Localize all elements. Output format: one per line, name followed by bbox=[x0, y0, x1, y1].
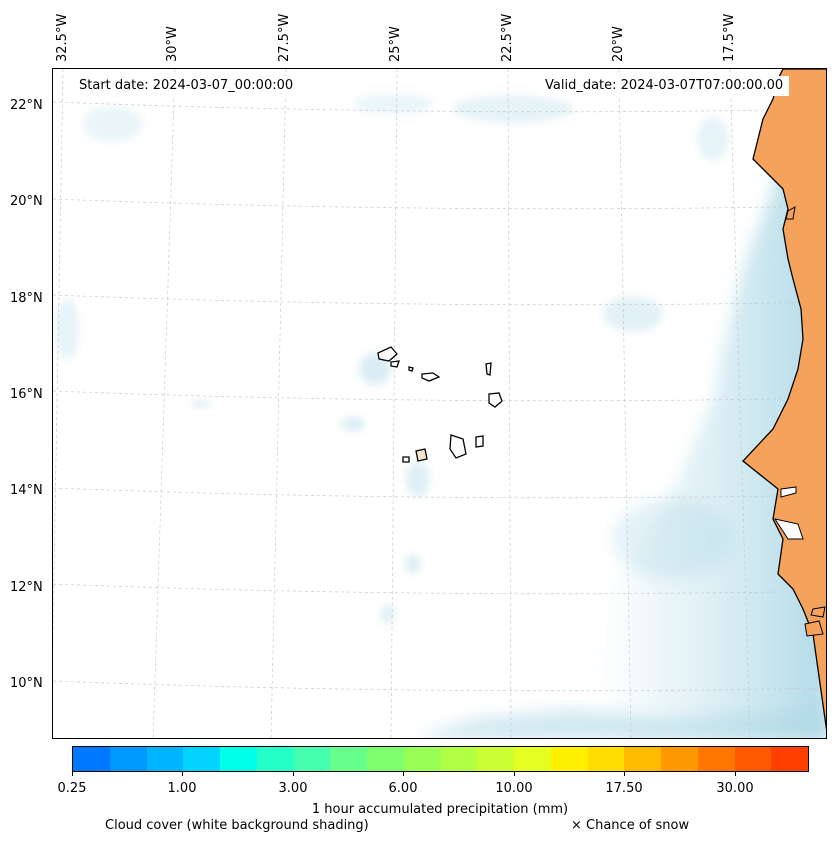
colorbar-segment bbox=[403, 747, 441, 771]
colorbar-tick-label: 30.00 bbox=[716, 781, 754, 796]
lat-label: 16°N bbox=[10, 387, 43, 402]
colorbar-tick bbox=[182, 772, 183, 776]
colorbar-segment bbox=[146, 747, 184, 771]
lat-label: 20°N bbox=[10, 194, 43, 209]
lon-label: 25°W bbox=[388, 26, 403, 62]
colorbar-tick-label: 3.00 bbox=[278, 781, 308, 796]
cloud-shading bbox=[55, 71, 826, 738]
lon-label: 32.5°W bbox=[55, 13, 70, 62]
coastal-island bbox=[804, 620, 824, 637]
colorbar-tick-label: 1.00 bbox=[167, 781, 197, 796]
colorbar-segment bbox=[550, 747, 588, 771]
cloud-cover-note: Cloud cover (white background shading) bbox=[105, 818, 369, 833]
precipitation-colorbar bbox=[72, 746, 809, 772]
colorbar-segment bbox=[367, 747, 404, 771]
colorbar-tick-label: 6.00 bbox=[388, 781, 418, 796]
colorbar-segment bbox=[183, 747, 220, 771]
colorbar-segment bbox=[587, 747, 625, 771]
colorbar-segment bbox=[330, 747, 367, 771]
start-date-label: Start date: 2024-03-07_00:00:00 bbox=[73, 76, 300, 96]
colorbar-segment bbox=[734, 747, 772, 771]
lon-label: 20°W bbox=[611, 26, 626, 62]
lon-label: 27.5°W bbox=[277, 13, 292, 62]
colorbar-tick-label: 10.00 bbox=[495, 781, 533, 796]
colorbar-tick bbox=[293, 772, 294, 776]
colorbar-segment bbox=[624, 747, 661, 771]
map-frame[interactable] bbox=[52, 68, 827, 739]
colorbar-segment bbox=[477, 747, 514, 771]
colorbar-segment bbox=[293, 747, 331, 771]
colorbar-segment bbox=[514, 747, 551, 771]
lat-label: 14°N bbox=[10, 483, 43, 498]
lon-label: 30°W bbox=[165, 26, 180, 62]
graticule bbox=[53, 69, 826, 738]
colorbar-tick bbox=[514, 772, 515, 776]
mainland-africa bbox=[742, 69, 826, 731]
colorbar-tick bbox=[735, 772, 736, 776]
lat-label: 12°N bbox=[10, 580, 43, 595]
lat-label: 22°N bbox=[10, 98, 43, 113]
colorbar-segment bbox=[697, 747, 735, 771]
colorbar-tick-label: 0.25 bbox=[57, 781, 87, 796]
colorbar-segment bbox=[220, 747, 257, 771]
colorbar-title: 1 hour accumulated precipitation (mm) bbox=[311, 802, 569, 817]
colorbar-segment bbox=[73, 747, 110, 771]
colorbar-tick-label: 17.50 bbox=[605, 781, 643, 796]
lon-label: 22.5°W bbox=[500, 13, 515, 62]
colorbar-tick bbox=[72, 772, 73, 776]
colorbar-segment bbox=[661, 747, 698, 771]
colorbar-segment bbox=[771, 747, 808, 771]
colorbar-tick bbox=[403, 772, 404, 776]
coastal-island bbox=[785, 206, 796, 220]
snow-legend: × Chance of snow bbox=[571, 818, 690, 833]
lon-label: 17.5°W bbox=[722, 13, 737, 62]
colorbar-segment bbox=[440, 747, 478, 771]
gambia-river bbox=[780, 486, 797, 498]
colorbar-segment bbox=[256, 747, 294, 771]
gulf-detail bbox=[773, 518, 804, 540]
colorbar-segment bbox=[109, 747, 147, 771]
lat-label: 18°N bbox=[10, 291, 43, 306]
lat-label: 10°N bbox=[10, 676, 43, 691]
cape-verde-islands bbox=[377, 346, 503, 463]
map-canvas bbox=[53, 69, 826, 738]
coastal-island bbox=[810, 606, 826, 618]
colorbar-tick bbox=[624, 772, 625, 776]
valid-date-label: Valid_date: 2024-03-07T07:00:00.00 bbox=[539, 76, 790, 96]
